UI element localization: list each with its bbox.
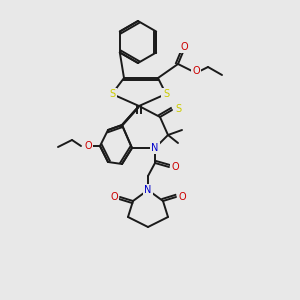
- Text: O: O: [171, 162, 179, 172]
- Text: S: S: [163, 89, 169, 99]
- Text: N: N: [151, 143, 159, 153]
- Text: O: O: [84, 141, 92, 151]
- Text: S: S: [109, 89, 115, 99]
- Text: N: N: [144, 185, 152, 195]
- Text: O: O: [180, 42, 188, 52]
- Text: O: O: [178, 192, 186, 202]
- Text: S: S: [175, 104, 181, 114]
- Text: O: O: [110, 192, 118, 202]
- Text: O: O: [192, 66, 200, 76]
